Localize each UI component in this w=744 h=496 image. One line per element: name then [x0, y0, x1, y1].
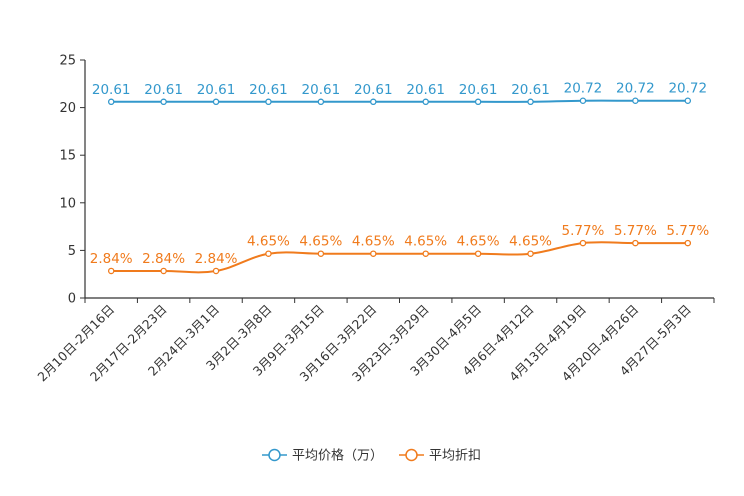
data-point[interactable] [474, 98, 482, 106]
legend-label: 平均价格（万） [292, 448, 383, 464]
data-label: 20.72 [564, 81, 603, 97]
data-point[interactable] [684, 97, 692, 104]
data-point[interactable] [212, 267, 220, 275]
data-label-layer: 20.61 20.61 20.61 20.61 20.61 20.61 20.61 20.61… [90, 81, 710, 267]
data-label: 20.61 [354, 82, 393, 98]
data-label: 4.65% [299, 234, 342, 250]
y-tick-label: 15 [59, 149, 76, 164]
legend-marker [405, 448, 418, 462]
data-point[interactable] [632, 239, 639, 247]
data-point[interactable] [160, 98, 167, 106]
data-label: 20.61 [459, 82, 498, 98]
data-point[interactable] [107, 267, 115, 275]
data-label: 4.65% [352, 234, 395, 250]
data-point[interactable] [422, 98, 429, 106]
data-point[interactable] [632, 97, 639, 104]
data-label: 2.84% [195, 251, 238, 267]
data-point[interactable] [265, 250, 272, 257]
data-label: 4.65% [457, 234, 500, 250]
data-point[interactable] [107, 98, 115, 106]
data-label: 20.72 [668, 81, 707, 97]
data-point[interactable] [474, 250, 482, 257]
data-point[interactable] [317, 250, 325, 257]
legend-marker [268, 448, 281, 462]
series-layer [107, 97, 692, 275]
data-label: 4.65% [404, 234, 447, 250]
series-line-2 [111, 241, 688, 274]
data-point[interactable] [317, 98, 325, 106]
y-tick-label: 0 [68, 292, 76, 307]
data-label: 4.65% [247, 234, 290, 250]
data-label: 2.84% [90, 251, 133, 267]
data-label: 20.61 [249, 82, 288, 98]
data-label: 20.61 [406, 82, 445, 98]
series-line-1 [111, 99, 688, 103]
data-point[interactable] [370, 250, 377, 257]
data-point[interactable] [579, 97, 587, 104]
data-point[interactable] [265, 98, 272, 106]
legend[interactable]: 平均价格（万） 平均折扣 [262, 448, 481, 464]
legend-label: 平均折扣 [429, 449, 481, 464]
data-point[interactable] [527, 250, 534, 257]
data-label: 20.61 [197, 82, 236, 98]
data-point[interactable] [684, 239, 692, 247]
data-label: 5.77% [562, 223, 605, 239]
legend-item-2[interactable]: 平均折扣 [399, 449, 481, 464]
data-point[interactable] [527, 98, 534, 106]
data-point[interactable] [422, 250, 429, 257]
data-point[interactable] [370, 98, 377, 106]
data-label: 20.61 [144, 82, 183, 98]
data-label: 20.61 [302, 82, 341, 98]
data-label: 5.77% [614, 223, 657, 239]
data-point[interactable] [579, 239, 587, 247]
data-label: 4.65% [509, 234, 552, 250]
data-label: 20.61 [92, 82, 131, 98]
data-label: 20.72 [616, 81, 655, 97]
data-label: 5.77% [666, 223, 709, 239]
y-tick-label: 10 [59, 196, 76, 211]
legend-item-1[interactable]: 平均价格（万） [262, 448, 383, 464]
data-label: 20.61 [511, 82, 550, 98]
y-tick-label: 20 [59, 101, 76, 116]
y-tick-label: 5 [68, 244, 76, 259]
data-point[interactable] [160, 267, 167, 275]
y-tick-label: 25 [59, 54, 76, 69]
data-point[interactable] [212, 98, 220, 106]
data-label: 2.84% [142, 251, 185, 267]
